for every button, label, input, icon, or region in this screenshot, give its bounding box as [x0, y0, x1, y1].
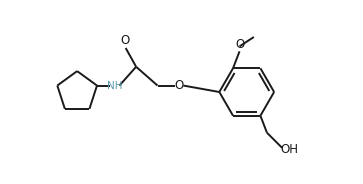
- Text: O: O: [236, 38, 245, 51]
- Text: OH: OH: [280, 143, 298, 156]
- Text: O: O: [174, 79, 184, 92]
- Text: NH: NH: [107, 81, 122, 91]
- Text: O: O: [120, 34, 129, 47]
